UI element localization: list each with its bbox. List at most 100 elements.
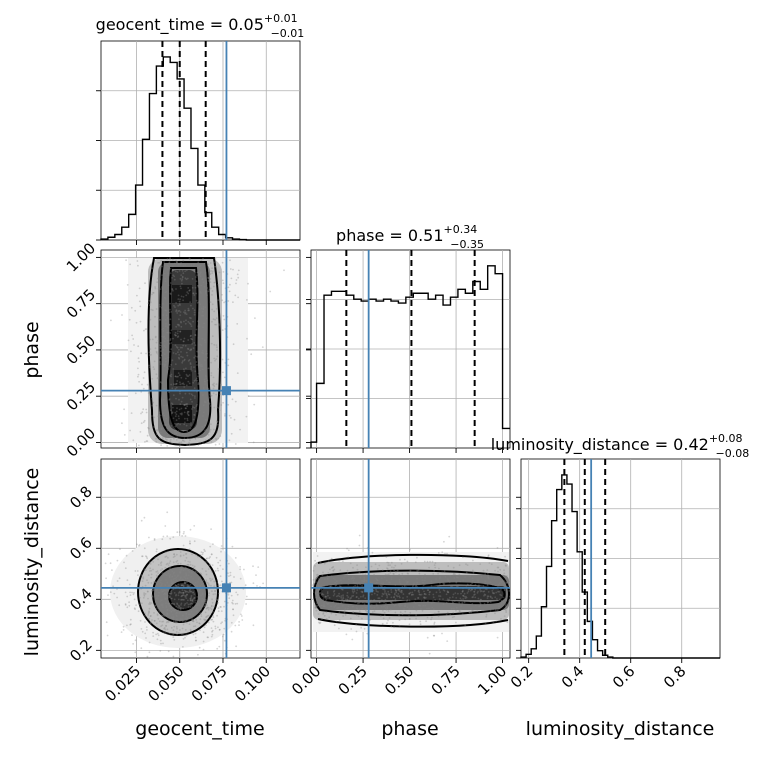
scatter-point <box>136 294 138 297</box>
scatter-point <box>346 600 348 603</box>
scatter-point <box>185 552 188 555</box>
scatter-point <box>211 320 213 323</box>
scatter-point <box>432 600 434 602</box>
scatter-point <box>149 338 152 341</box>
scatter-point <box>193 596 196 599</box>
scatter-point <box>167 597 169 599</box>
scatter-point <box>500 618 502 620</box>
scatter-point <box>354 582 357 585</box>
scatter-point <box>96 273 98 275</box>
scatter-point <box>484 573 487 576</box>
scatter-point <box>504 608 506 610</box>
scatter-point <box>487 554 490 557</box>
scatter-point <box>141 555 144 558</box>
scatter-point <box>180 595 183 598</box>
scatter-point <box>214 590 217 592</box>
scatter-point <box>356 564 358 566</box>
scatter-point <box>202 579 205 582</box>
scatter-point <box>473 594 475 596</box>
scatter-point <box>458 601 461 604</box>
scatter-point <box>153 612 155 614</box>
scatter-point <box>176 346 179 349</box>
scatter-point <box>169 272 172 275</box>
scatter-point <box>315 609 318 612</box>
scatter-point <box>221 279 224 282</box>
scatter-point <box>210 441 213 443</box>
scatter-point <box>164 598 167 600</box>
scatter-point <box>162 314 165 317</box>
scatter-point <box>165 309 168 312</box>
scatter-point <box>186 602 188 604</box>
scatter-point <box>174 383 177 386</box>
scatter-point <box>314 606 317 609</box>
scatter-point <box>381 577 383 579</box>
scatter-point <box>406 581 409 584</box>
scatter-point <box>387 590 390 593</box>
scatter-point <box>211 661 213 663</box>
scatter-point <box>147 614 150 616</box>
scatter-point <box>166 620 169 623</box>
scatter-point <box>168 350 171 353</box>
scatter-point <box>452 608 455 610</box>
scatter-point <box>423 592 426 595</box>
scatter-point <box>165 424 167 427</box>
scatter-point <box>202 631 205 634</box>
scatter-point <box>177 592 180 594</box>
scatter-point <box>175 433 178 435</box>
scatter-point <box>200 613 203 616</box>
scatter-point <box>208 280 211 282</box>
scatter-point <box>144 593 147 595</box>
scatter-point <box>179 562 182 565</box>
scatter-point <box>482 609 485 612</box>
scatter-point <box>129 591 132 594</box>
scatter-point <box>167 274 170 276</box>
scatter-point <box>240 615 243 617</box>
scatter-point <box>166 581 169 584</box>
scatter-point <box>186 444 189 446</box>
scatter-point <box>179 330 182 333</box>
scatter-point <box>169 605 172 608</box>
scatter-point <box>205 292 207 294</box>
scatter-point <box>194 601 197 604</box>
scatter-point <box>204 424 206 427</box>
scatter-point <box>181 396 184 399</box>
scatter-point <box>144 328 147 331</box>
scatter-point <box>503 589 506 592</box>
scatter-point <box>472 569 474 572</box>
scatter-point <box>170 579 173 581</box>
scatter-point <box>424 583 426 586</box>
scatter-point <box>180 338 182 341</box>
scatter-point <box>211 272 214 275</box>
scatter-point <box>209 577 211 580</box>
x-tick-label: 0.6 <box>609 662 639 692</box>
scatter-point <box>451 585 454 587</box>
scatter-point <box>395 591 398 594</box>
scatter-point <box>216 406 219 409</box>
scatter-point <box>322 605 325 607</box>
scatter-point <box>192 307 194 310</box>
scatter-point <box>201 604 204 607</box>
scatter-point <box>163 272 166 275</box>
scatter-point <box>365 606 367 609</box>
scatter-point <box>192 620 195 623</box>
scatter-point <box>509 595 510 598</box>
scatter-point <box>174 613 177 615</box>
scatter-point <box>455 585 458 588</box>
scatter-point <box>398 578 401 581</box>
scatter-point <box>419 593 422 596</box>
scatter-point <box>195 361 198 363</box>
scatter-point <box>191 606 194 609</box>
scatter-point <box>204 618 207 621</box>
scatter-point <box>126 595 129 598</box>
scatter-point <box>423 597 426 600</box>
scatter-point <box>429 560 431 563</box>
scatter-point <box>398 596 401 599</box>
scatter-point <box>124 604 127 606</box>
scatter-point <box>232 301 234 304</box>
scatter-point <box>181 589 184 591</box>
scatter-point <box>223 627 226 630</box>
scatter-point <box>166 628 169 631</box>
scatter-point <box>227 403 230 406</box>
scatter-point <box>160 354 163 357</box>
scatter-point <box>482 590 485 593</box>
